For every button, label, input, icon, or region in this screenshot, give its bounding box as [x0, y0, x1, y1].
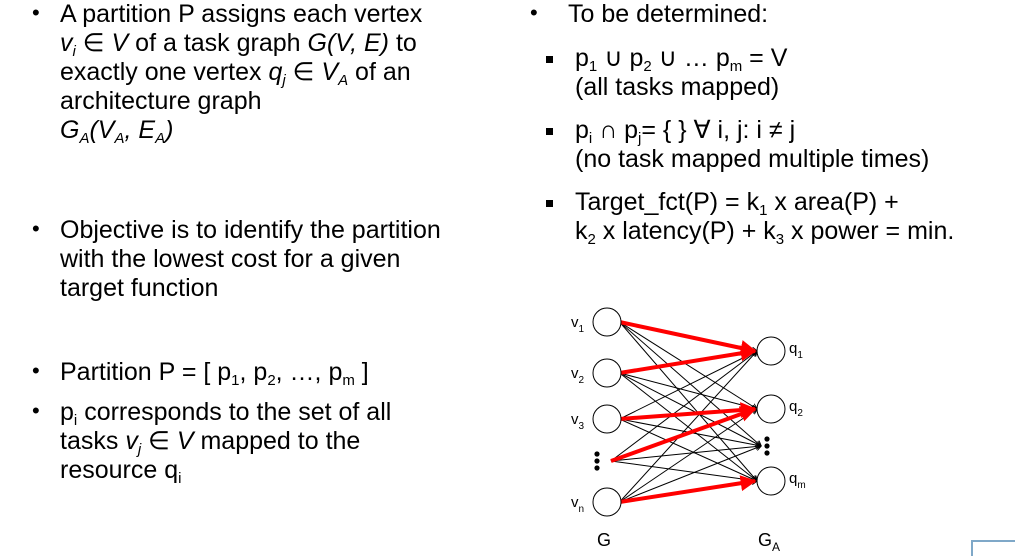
resource-node: [756, 336, 786, 366]
edge-black: [619, 418, 757, 481]
sub-item-union: p1 ∪ p2 ∪ … pm = V (all tasks mapped): [575, 44, 788, 101]
edge-black: [619, 351, 757, 420]
resource-node-label: q2: [789, 398, 803, 419]
task-node-label: v3: [571, 411, 585, 432]
bullet-dot: •: [32, 358, 40, 383]
resource-node-label: q1: [789, 340, 803, 361]
bullet-partition-vector: Partition P = [ p1, p2, …, pm ]: [60, 358, 369, 389]
square-bullet: [546, 56, 553, 63]
bullet-objective: Objective is to identify the partition w…: [60, 216, 441, 302]
resource-node: [756, 466, 786, 496]
task-node-label: v2: [571, 365, 585, 386]
sub-item-intersection: pi ∩ pj= { } ∀ i, j: i ≠ j (no task mapp…: [575, 116, 930, 173]
square-bullet: [546, 200, 553, 207]
ellipsis-dot: [764, 443, 770, 449]
edge-mapping: [619, 320, 757, 356]
partition-mapping-diagram: v1 v2 v3 vn q1 q2 qm G GA: [571, 307, 806, 554]
task-node: [592, 487, 622, 517]
edge-black: [610, 446, 761, 462]
bullet-partition-definition: A partition P assigns each vertex vi ∈ V…: [60, 0, 423, 147]
resource-node-label: qm: [789, 470, 806, 491]
bullet-dot: •: [32, 398, 40, 423]
bullet-pi-definition: pi corresponds to the set of all tasks v…: [60, 398, 392, 487]
graph-nodes: [592, 307, 786, 517]
heading-to-be-determined: To be determined:: [568, 0, 769, 28]
edge-mapping: [619, 345, 757, 375]
red-mapping-edges: [610, 320, 757, 504]
resource-node: [756, 394, 786, 424]
task-node-label: vn: [571, 494, 584, 515]
task-node: [592, 358, 622, 388]
ellipsis-dot: [594, 465, 600, 471]
edge-mapping: [610, 406, 757, 463]
edge-black: [619, 409, 757, 503]
graph-label-g: G: [597, 530, 611, 550]
edge-black: [619, 372, 761, 446]
ellipsis-dot: [764, 436, 770, 442]
edge-black: [619, 321, 757, 409]
edge-black: [610, 460, 757, 481]
edge-black: [619, 321, 757, 481]
edge-mapping: [619, 402, 757, 421]
ellipsis-dot: [764, 450, 770, 456]
graph-label-ga: GA: [758, 530, 780, 554]
bullet-dot: •: [32, 0, 40, 25]
task-node: [592, 307, 622, 337]
corner-decoration: [971, 540, 1015, 556]
square-bullet: [546, 128, 553, 135]
sub-item-target-function: Target_fct(P) = k1 x area(P) + k2 x late…: [575, 188, 955, 248]
edge-black: [619, 372, 757, 409]
task-node: [592, 404, 622, 434]
edge-black: [610, 351, 757, 462]
bullet-dot: •: [32, 216, 40, 241]
ellipsis-dot: [594, 451, 600, 457]
edge-black: [619, 446, 761, 503]
bullet-dot: •: [530, 0, 538, 25]
edge-black: [619, 351, 757, 503]
task-node-label: v1: [571, 314, 585, 335]
ellipsis-dot: [594, 458, 600, 464]
edge-mapping: [619, 475, 757, 504]
